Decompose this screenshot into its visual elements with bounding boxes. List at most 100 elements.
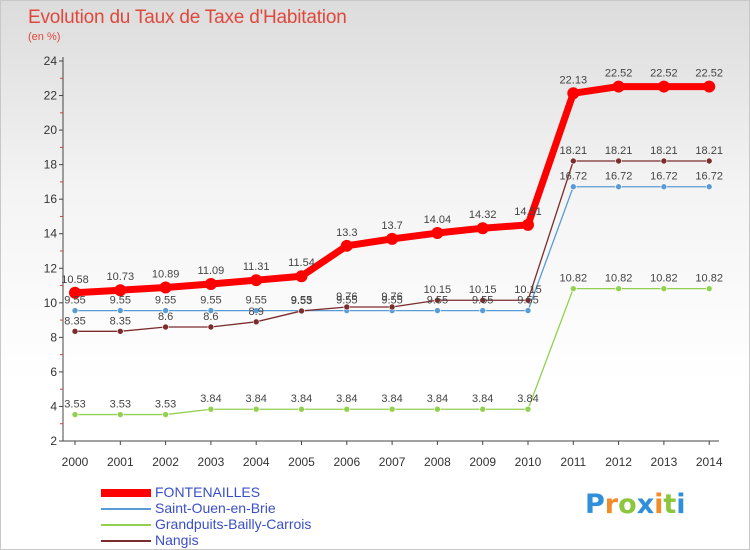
data-label: 9.76 xyxy=(381,291,402,303)
y-tick-label: 4 xyxy=(50,399,57,413)
legend-item: FONTENAILLES xyxy=(101,484,401,501)
series-point-2 xyxy=(524,405,532,413)
data-label: 9.55 xyxy=(472,295,493,307)
data-label: 9.55 xyxy=(110,295,131,307)
series-point-3 xyxy=(207,323,215,331)
data-label: 9.55 xyxy=(517,295,538,307)
series-point-0 xyxy=(657,80,670,93)
x-tick-label: 2011 xyxy=(560,455,586,469)
logo-letter: i xyxy=(676,489,686,520)
series-point-1 xyxy=(434,307,441,314)
data-label: 9.55 xyxy=(427,295,448,307)
y-tick-label: 18 xyxy=(44,158,58,172)
y-tick-label: 14 xyxy=(44,227,58,241)
series-point-3 xyxy=(434,296,441,304)
series-point-2 xyxy=(615,285,622,292)
data-label: 9.55 xyxy=(336,295,357,307)
proxiti-logo: Proxiti xyxy=(585,489,686,520)
x-tick-label: 2007 xyxy=(379,455,406,469)
series-point-3 xyxy=(479,296,487,304)
y-tick-label: 10 xyxy=(44,296,58,310)
x-tick-label: 2010 xyxy=(515,455,542,469)
data-label: 11.09 xyxy=(198,265,225,277)
series-point-1 xyxy=(252,307,260,314)
series-point-2 xyxy=(569,285,577,292)
data-label: 8.35 xyxy=(64,315,85,327)
data-label: 13.7 xyxy=(381,220,402,232)
series-point-3 xyxy=(388,303,396,311)
series-point-2 xyxy=(298,405,305,413)
series-point-3 xyxy=(524,296,532,304)
series-point-0 xyxy=(522,218,534,231)
data-label: 22.52 xyxy=(605,68,633,80)
series-point-2 xyxy=(479,405,487,413)
series-point-2 xyxy=(660,285,668,292)
series-point-1 xyxy=(615,183,622,191)
x-tick-label: 2000 xyxy=(62,455,89,469)
series-point-3 xyxy=(343,303,351,311)
data-label: 10.15 xyxy=(469,284,497,296)
data-label: 9.55 xyxy=(155,295,176,307)
legend-swatch xyxy=(101,540,151,542)
data-label: 3.84 xyxy=(381,393,402,405)
y-tick-label: 12 xyxy=(44,261,58,275)
x-tick-label: 2006 xyxy=(333,455,360,469)
series-point-1 xyxy=(71,307,79,314)
data-label: 3.84 xyxy=(200,393,221,405)
legend-label: Nangis xyxy=(155,532,199,548)
data-label: 13.3 xyxy=(336,227,357,239)
x-tick-label: 2005 xyxy=(288,455,315,469)
data-label: 9.55 xyxy=(245,295,266,307)
chart-subtitle: (en %) xyxy=(28,31,61,43)
series-point-2 xyxy=(343,405,351,413)
x-tick-label: 2012 xyxy=(605,455,632,469)
data-label: 22.52 xyxy=(695,68,723,80)
y-tick-label: 6 xyxy=(50,365,57,379)
data-label: 14.04 xyxy=(424,214,452,226)
data-label: 3.84 xyxy=(245,393,266,405)
data-label: 9.55 xyxy=(64,295,85,307)
series-line-0 xyxy=(71,83,713,297)
data-label: 11.31 xyxy=(243,261,270,273)
series-point-2 xyxy=(162,411,169,418)
chart-title: Evolution du Taux de Taxe d'Habitation xyxy=(28,7,347,28)
series-point-2 xyxy=(705,285,713,292)
data-label: 10.89 xyxy=(152,268,180,280)
series-point-1 xyxy=(207,307,215,314)
data-label: 18.21 xyxy=(695,145,723,157)
legend-swatch xyxy=(101,508,151,510)
data-label: 18.21 xyxy=(560,145,588,157)
series-point-2 xyxy=(207,405,215,413)
x-tick-label: 2001 xyxy=(107,455,134,469)
series-point-3 xyxy=(162,323,169,331)
x-tick-label: 2008 xyxy=(424,455,451,469)
x-tick-label: 2002 xyxy=(152,455,179,469)
x-tick-label: 2014 xyxy=(696,455,723,469)
data-label: 9.76 xyxy=(336,291,357,303)
series-point-0 xyxy=(69,286,81,299)
series-point-0 xyxy=(386,232,399,245)
data-label: 10.82 xyxy=(605,273,633,285)
y-tick-label: 2 xyxy=(50,434,57,448)
data-label: 3.84 xyxy=(291,393,312,405)
series-point-2 xyxy=(388,405,396,413)
series-point-0 xyxy=(703,80,716,93)
series-point-3 xyxy=(705,157,713,165)
series-point-0 xyxy=(250,274,263,287)
series-point-3 xyxy=(252,318,260,326)
legend-swatch xyxy=(101,489,151,497)
series-point-0 xyxy=(159,281,172,294)
series-point-3 xyxy=(615,157,622,165)
data-label: 3.84 xyxy=(427,393,448,405)
legend-label: Grandpuits-Bailly-Carrois xyxy=(155,516,312,532)
data-label: 10.15 xyxy=(514,284,542,296)
series-point-0 xyxy=(340,239,353,252)
data-label: 8.9 xyxy=(249,306,264,318)
data-label: 22.13 xyxy=(560,74,588,86)
data-label: 16.72 xyxy=(650,171,678,183)
series-point-0 xyxy=(476,222,489,235)
data-label: 9.55 xyxy=(291,295,312,307)
logo-letter: o xyxy=(618,489,637,520)
series-point-1 xyxy=(117,307,124,314)
